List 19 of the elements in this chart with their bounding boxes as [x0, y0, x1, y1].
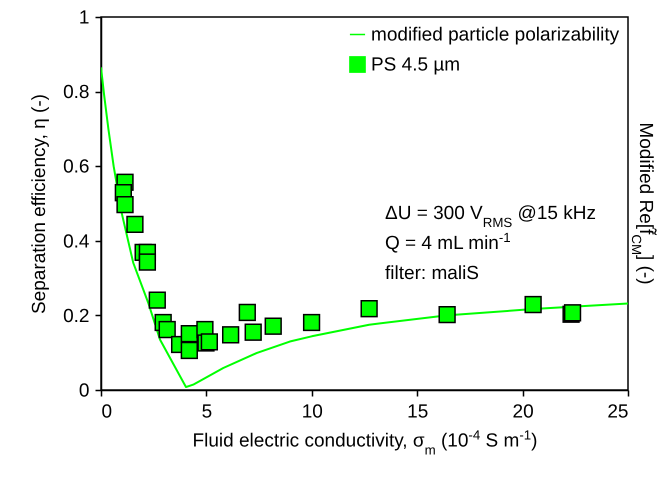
- legend-label: PS 4.5 µm: [371, 54, 460, 76]
- x-tick-label: 0: [102, 402, 112, 422]
- x-tick-label: 15: [407, 402, 428, 422]
- x-tick-label: 25: [607, 402, 628, 422]
- y-tick-label: 0.4: [63, 231, 90, 252]
- y-tick-label: 0.6: [63, 156, 90, 178]
- x-tick-label: 20: [512, 402, 534, 422]
- x-tick-label: 10: [302, 402, 323, 422]
- x-axis-title: Fluid electric conductivity, σ$_{m}$ (10$^{-4}$ S m$^{-1}$): [192, 427, 538, 457]
- annotation: ΔU = 300 V$_{RMS}$ @15 kHz: [385, 203, 596, 230]
- x-tick-label: 5: [202, 402, 212, 422]
- y-tick-label: 0.8: [63, 82, 90, 104]
- legend-label: modified particle polarizability: [371, 24, 620, 46]
- annotation: Q = 4 mL min$^{-1}$: [385, 230, 511, 254]
- annotation: filter: maliS: [385, 263, 479, 284]
- y-axis-title: Separation efficiency, η (-): [29, 94, 50, 314]
- y-tick-label: 0: [78, 380, 90, 402]
- y-tick-label: 1: [78, 8, 90, 28]
- y-tick-label: 0.2: [63, 306, 90, 327]
